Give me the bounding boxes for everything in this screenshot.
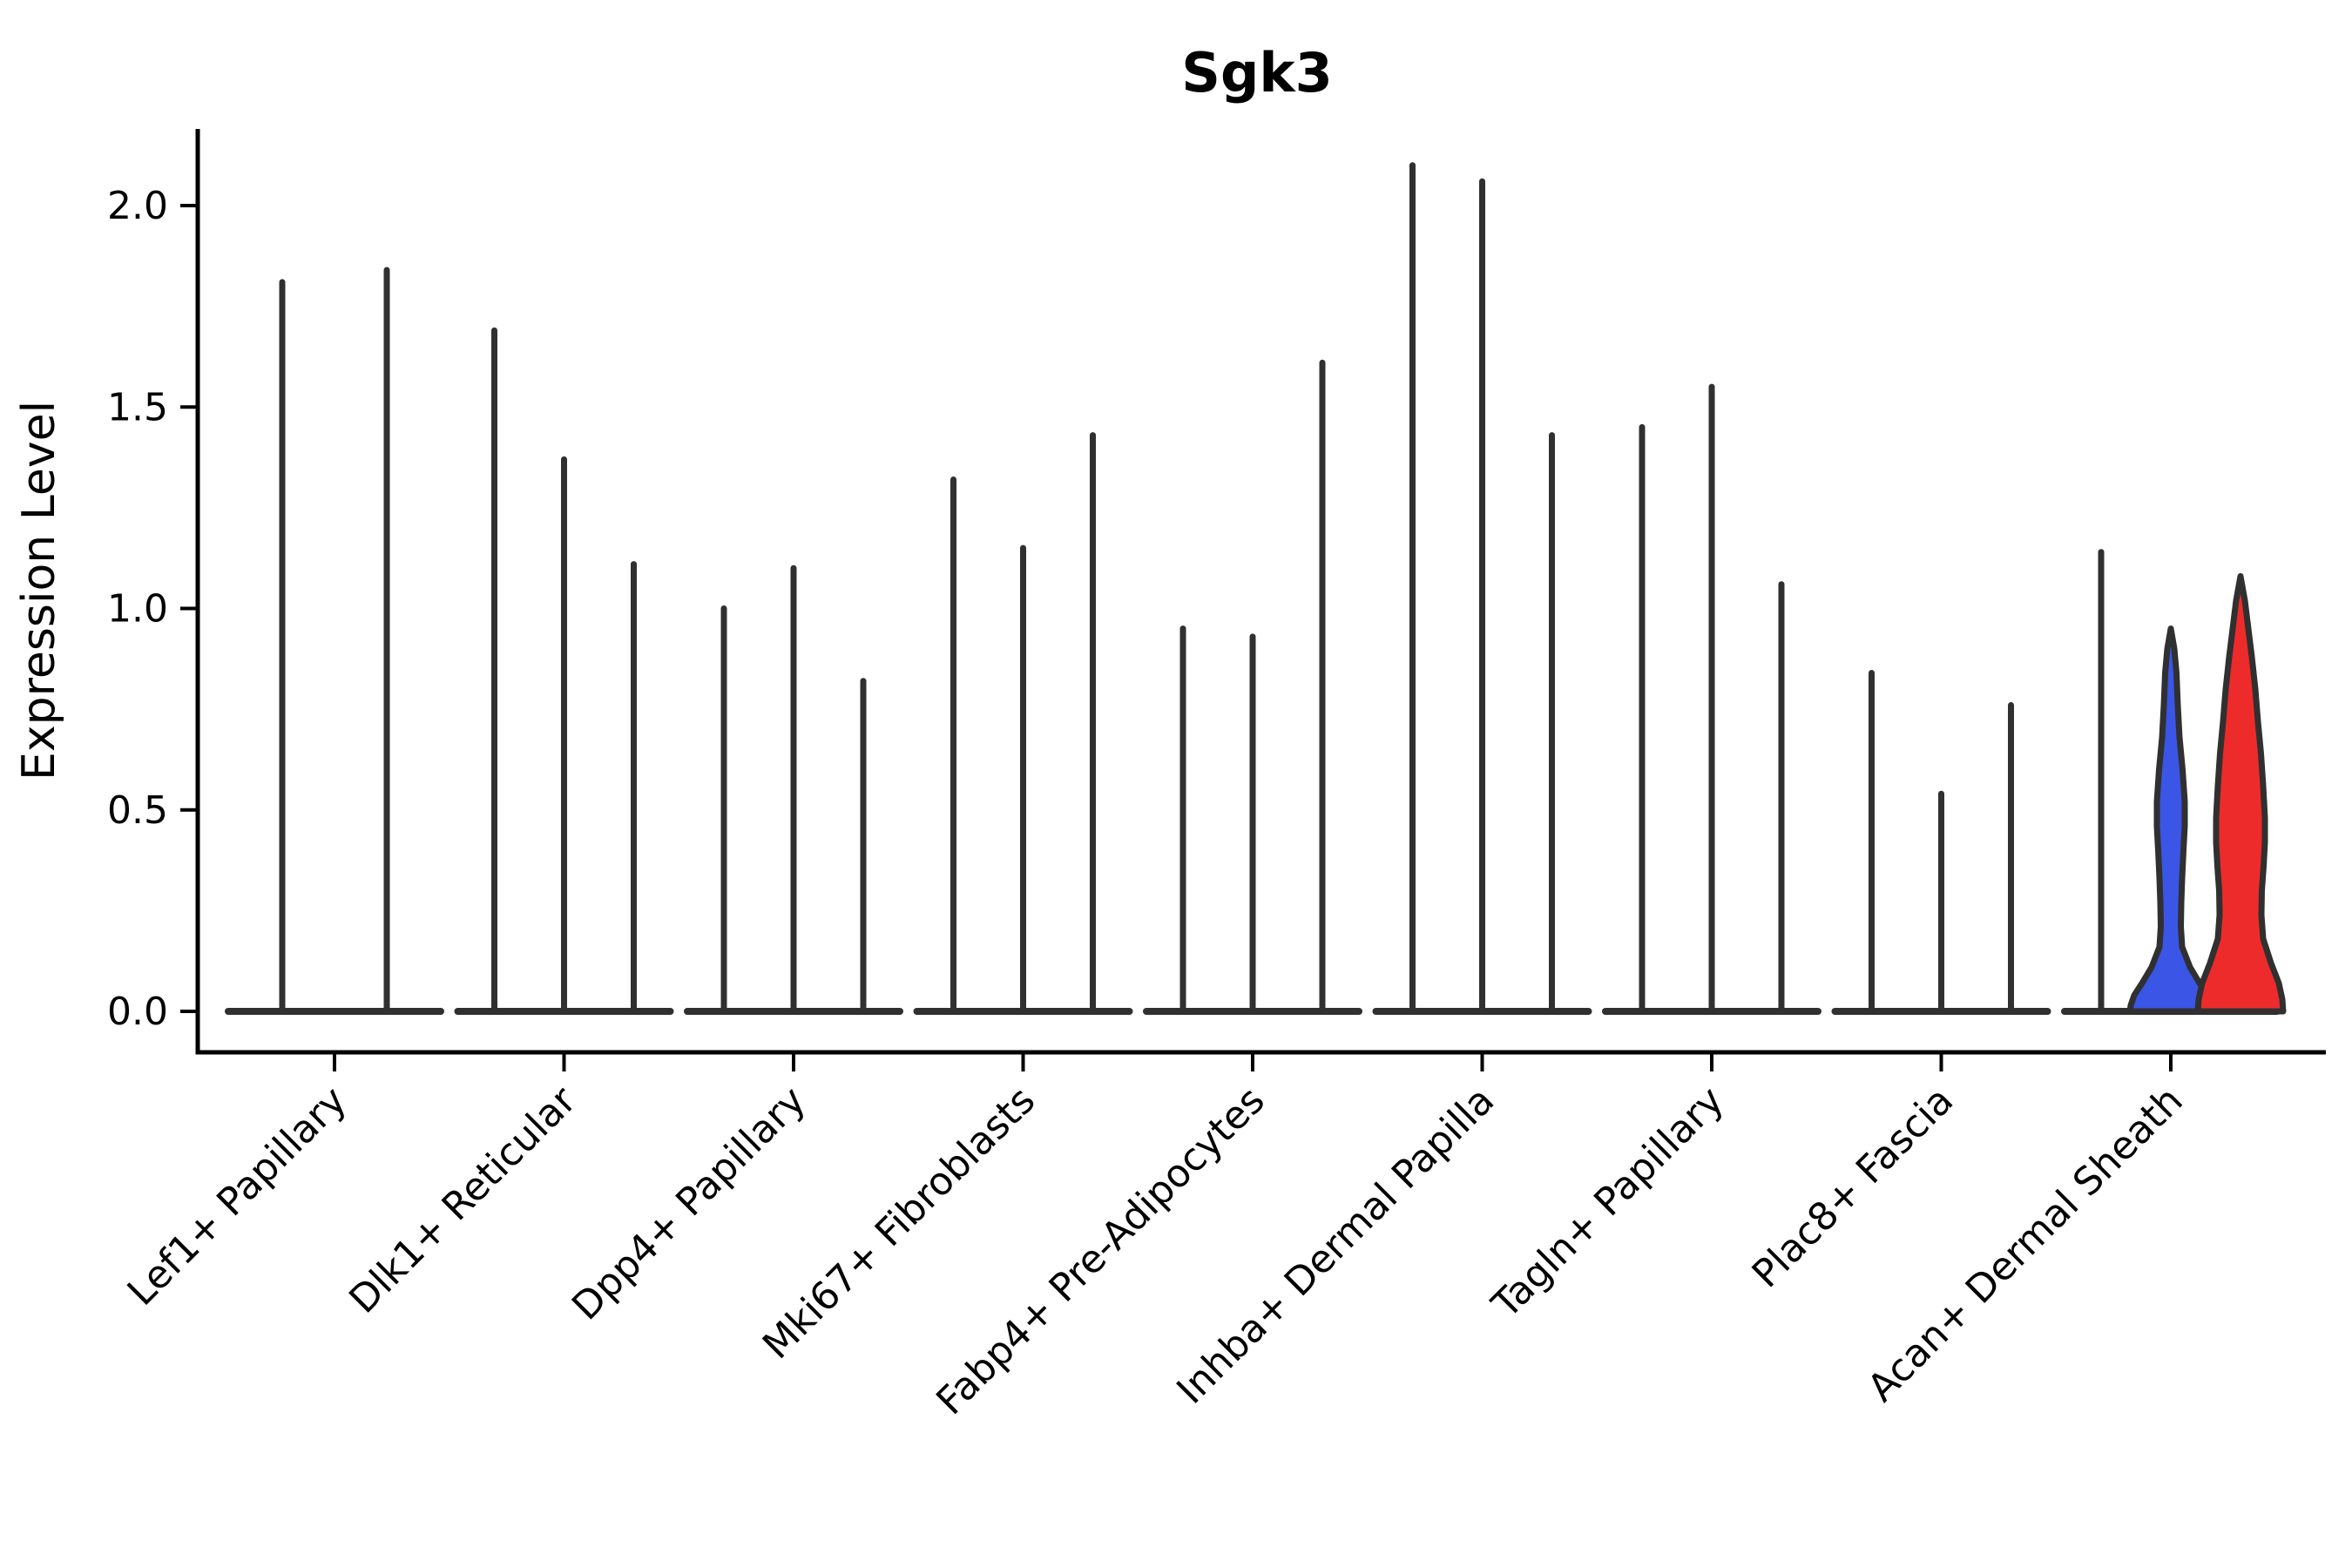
- filled-violin: [2126, 625, 2215, 1015]
- x-tick-label: Dlk1+ Reticular: [341, 1078, 585, 1322]
- x-tick-label: Dpp4+ Papillary: [564, 1078, 814, 1329]
- y-tick-label: 2.0: [107, 184, 168, 228]
- x-tick-label: Tagln+ Papillary: [1484, 1078, 1733, 1328]
- y-tick-label: 0.0: [107, 990, 168, 1034]
- y-tick-label: 1.0: [107, 587, 168, 632]
- x-tick-label: Lef1+ Papillary: [119, 1078, 355, 1315]
- y-tick-label: 1.5: [107, 385, 168, 429]
- x-tick-label: Plac8+ Fascia: [1744, 1078, 1963, 1297]
- y-axis-label: Expression Level: [13, 401, 65, 781]
- chart-title: Sgk3: [1181, 41, 1332, 105]
- filled-violin: [2194, 573, 2287, 1015]
- violins-layer: [225, 162, 2287, 1015]
- y-tick-label: 0.5: [107, 788, 168, 833]
